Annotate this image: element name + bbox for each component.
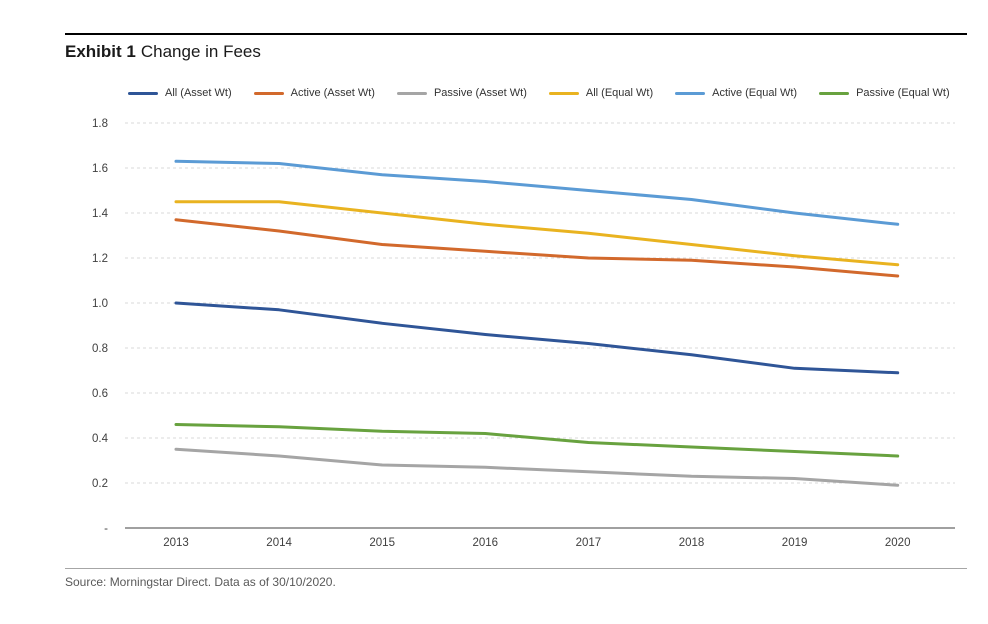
chart-legend: All (Asset Wt) Active (Asset Wt) Passive (… [128,87,950,99]
y-tick-label: 0.8 [92,343,108,355]
series-line-active-equal-wt [174,159,900,226]
y-tick-label: 0.4 [92,433,109,445]
source-note: Source: Morningstar Direct. Data as of 3… [65,575,336,589]
x-tick-label: 2017 [576,537,602,549]
legend-label: All (Asset Wt) [165,87,232,99]
y-tick-label: - [104,523,108,535]
y-tick-label: 1.8 [92,118,108,130]
exhibit-title: Exhibit 1 Change in Fees [65,42,261,62]
series-line-passive-asset-wt [174,447,900,487]
legend-item-all-equal-wt: All (Equal Wt) [548,87,654,99]
legend-label: Active (Asset Wt) [290,87,375,99]
fee-chart-svg: 1.8 1.6 1.4 1.2 1.0 0.8 0.6 0.4 0.2 - 2013 2014 2015… [92,118,955,549]
x-tick-label: 2019 [782,537,808,549]
legend-item-active-equal-wt: Active (Equal Wt) [675,87,797,99]
legend-item-passive-asset-wt: Passive (Asset Wt) [396,87,527,99]
legend-swatch [548,91,579,95]
y-tick-label: 1.0 [92,298,108,310]
series-line-passive-equal-wt [174,423,900,458]
y-tick-label: 0.2 [92,478,108,490]
exhibit-number: Exhibit 1 [65,42,136,61]
x-tick-label: 2014 [266,537,292,549]
y-tick-label: 1.2 [92,253,108,265]
legend-label: Active (Equal Wt) [712,87,798,99]
legend-swatch [128,91,158,95]
legend-swatch [675,91,706,95]
legend-label: Passive (Asset Wt) [433,87,527,99]
legend-label: Passive (Equal Wt) [856,87,950,99]
x-tick-label: 2016 [473,537,499,549]
source-rule [65,568,967,569]
series-line-all-equal-wt [174,200,900,267]
x-tick-label: 2015 [369,537,395,549]
y-tick-label: 0.6 [92,388,108,400]
legend-swatch [253,91,284,95]
exhibit-title-text: Change in Fees [140,42,261,61]
series-line-all-asset-wt [174,301,900,375]
fee-chart: 1.8 1.6 1.4 1.2 1.0 0.8 0.6 0.4 0.2 - 2013 2014 2015… [65,108,967,553]
series-line-active-asset-wt [174,218,900,278]
y-tick-label: 1.4 [92,208,109,220]
x-tick-label: 2020 [885,537,911,549]
top-rule [65,33,967,35]
legend-item-passive-equal-wt: Passive (Equal Wt) [819,87,950,99]
x-tick-label: 2018 [679,537,705,549]
x-tick-label: 2013 [163,537,189,549]
legend-item-all-asset-wt: All (Asset Wt) [128,87,232,99]
y-tick-label: 1.6 [92,163,108,175]
legend-swatch [396,91,427,95]
legend-swatch [819,91,850,95]
legend-label: All (Equal Wt) [585,87,654,99]
legend-item-active-asset-wt: Active (Asset Wt) [253,87,375,99]
